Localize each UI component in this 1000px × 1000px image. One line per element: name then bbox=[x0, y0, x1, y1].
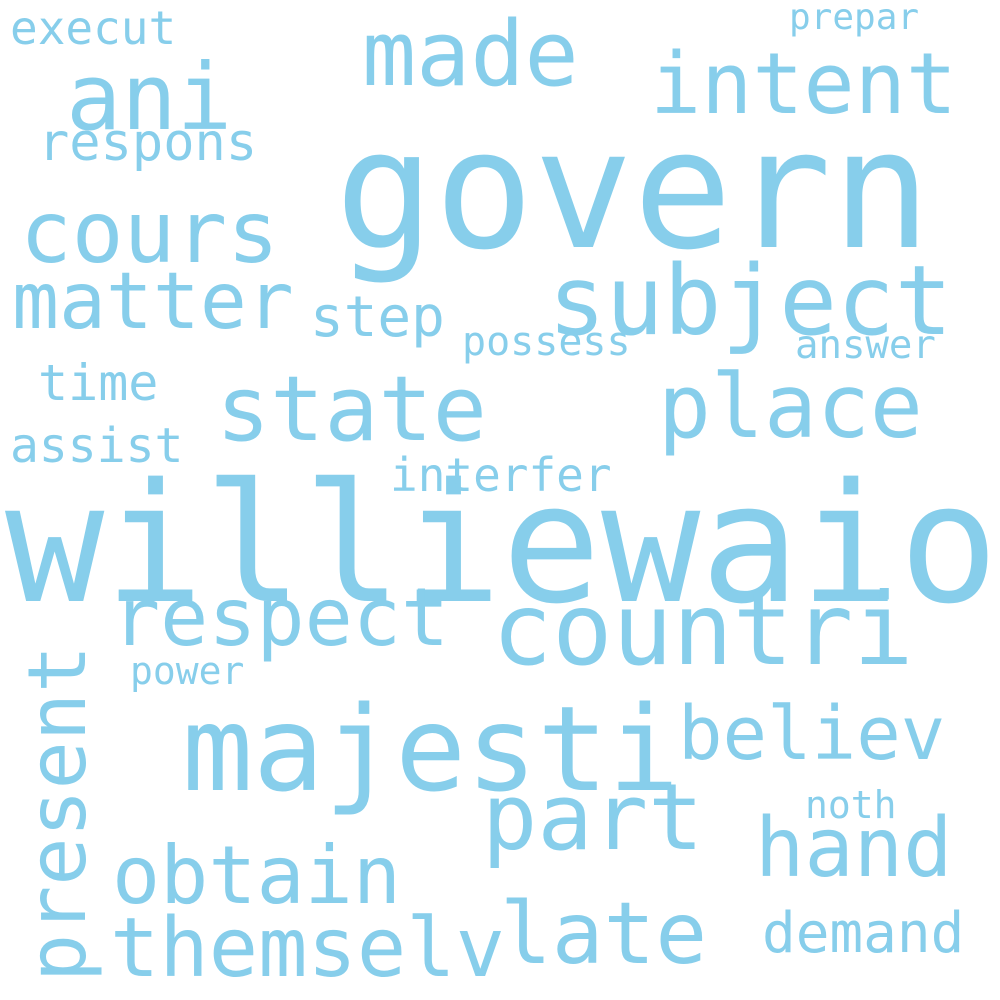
word-late: late bbox=[500, 884, 708, 984]
word-respect: respect bbox=[112, 571, 450, 664]
word-respons: respons bbox=[38, 113, 258, 173]
word-williewaiola: williewaiola bbox=[5, 448, 1000, 640]
word-subject: subject bbox=[548, 245, 953, 357]
word-intent: intent bbox=[650, 35, 958, 134]
word-step: step bbox=[310, 285, 445, 350]
word-execut: execut bbox=[10, 1, 177, 55]
word-themselv: themselv bbox=[110, 901, 505, 996]
word-state: state bbox=[216, 357, 487, 462]
word-place: place bbox=[658, 355, 923, 458]
word-govern: govern bbox=[335, 94, 932, 286]
word-ani: ani bbox=[66, 44, 233, 151]
word-noth: noth bbox=[805, 783, 897, 827]
word-majesti: majesti bbox=[182, 680, 680, 818]
word-obtain: obtain bbox=[112, 829, 401, 922]
word-demand: demand bbox=[762, 901, 965, 966]
word-part: part bbox=[482, 764, 704, 871]
word-made: made bbox=[362, 2, 579, 107]
word-cours: cours bbox=[20, 183, 279, 283]
word-power: power bbox=[130, 649, 245, 693]
word-matter: matter bbox=[12, 257, 294, 347]
word-hand: hand bbox=[755, 801, 953, 896]
word-believ: believ bbox=[678, 691, 946, 777]
word-answer: answer bbox=[795, 323, 936, 368]
word-interfer: interfer bbox=[390, 448, 612, 502]
word-countri: countri bbox=[492, 571, 914, 688]
word-possess: possess bbox=[462, 319, 631, 365]
word-present: present bbox=[11, 644, 104, 982]
word-time: time bbox=[38, 354, 159, 412]
word-prepar: prepar bbox=[789, 0, 920, 38]
word-assist: assist bbox=[10, 418, 184, 474]
